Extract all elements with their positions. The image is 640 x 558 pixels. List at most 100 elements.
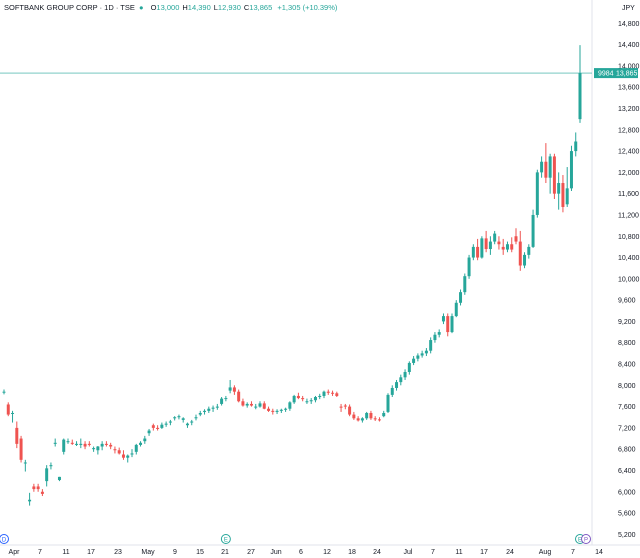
candle — [49, 462, 53, 470]
candle-body — [382, 412, 386, 417]
candle-body — [450, 316, 454, 333]
candle — [190, 419, 194, 426]
candle — [126, 454, 130, 463]
candle — [326, 389, 330, 395]
candle — [527, 244, 531, 259]
candle — [75, 441, 79, 446]
candle — [484, 230, 488, 253]
candle — [96, 445, 100, 455]
candle-body — [412, 358, 416, 363]
candle — [288, 401, 292, 411]
candle-body — [241, 401, 245, 406]
candle-body — [134, 444, 138, 452]
open-value: 13,000 — [156, 3, 180, 12]
y-tick-label: 6,800 — [618, 447, 636, 454]
candle-body — [40, 491, 44, 494]
y-tick-label: 14,000 — [618, 63, 640, 70]
x-tick-label: 6 — [299, 549, 303, 556]
x-tick-label: 15 — [196, 549, 204, 556]
candle-body — [484, 238, 488, 250]
candle — [292, 394, 296, 404]
candle — [6, 402, 10, 417]
candle-body — [117, 450, 121, 454]
candle-body — [45, 468, 49, 482]
x-tick-label: 7 — [571, 549, 575, 556]
y-tick-label: 8,400 — [618, 362, 636, 369]
candle — [156, 425, 160, 431]
time-axis[interactable]: Apr 7 11 17 23 May 9 15 21 27 Jun 6 12 18 24 Jul 7 11 17 24… — [9, 549, 603, 556]
candle-body — [100, 443, 104, 447]
candle-body — [104, 443, 108, 445]
candle-body — [190, 421, 194, 423]
candle-body — [83, 443, 87, 447]
candle — [377, 417, 381, 422]
candle — [151, 423, 155, 431]
candle-body — [365, 412, 369, 419]
change-value: +1,305 (+10.39%) — [277, 3, 338, 12]
price-axis[interactable]: 5,200 5,600 6,000 6,400 6,800 7,200 7,600 8,000… — [618, 21, 640, 539]
close-label: C — [243, 3, 250, 12]
candle — [173, 416, 177, 421]
candle-body — [463, 276, 467, 293]
y-tick-label: 12,000 — [618, 170, 640, 177]
y-tick-label: 14,800 — [618, 21, 640, 28]
candle-body — [403, 371, 407, 378]
candle — [2, 389, 6, 395]
candle-body — [203, 410, 207, 412]
candle-body — [284, 408, 288, 410]
candle — [348, 404, 352, 417]
candle-body — [249, 403, 253, 406]
candle-body — [19, 438, 23, 460]
marker-letter: E — [578, 538, 582, 544]
x-tick-label: 21 — [221, 549, 229, 556]
candle — [241, 398, 245, 407]
dividend-marker-icon[interactable]: D — [0, 534, 9, 544]
candle — [100, 441, 104, 451]
candle — [70, 439, 74, 445]
candle-body — [471, 246, 475, 258]
y-tick-label: 10,000 — [618, 276, 640, 283]
candle — [544, 143, 548, 184]
marker-circle — [220, 534, 231, 544]
earnings-marker-icon[interactable]: E — [220, 534, 231, 544]
y-tick-label: 5,600 — [618, 511, 636, 518]
candle-body — [565, 188, 569, 205]
price-tag-value: 13,865 — [616, 71, 638, 78]
candle-body — [429, 340, 433, 351]
candle — [232, 385, 236, 395]
x-tick-label: 27 — [247, 549, 255, 556]
candle-body — [561, 183, 565, 207]
candle — [36, 483, 40, 492]
candle-body — [224, 398, 228, 400]
candle — [267, 406, 271, 412]
candle-body — [360, 418, 364, 421]
price-tag: 9984 13,865 — [594, 68, 638, 79]
candle-body — [156, 427, 160, 429]
candle-body — [28, 499, 32, 502]
candle-body — [348, 406, 352, 415]
candle-body — [258, 403, 262, 407]
candle-body — [79, 443, 83, 445]
candle-body — [318, 395, 322, 398]
candle-body — [501, 246, 505, 250]
candle-body — [168, 421, 172, 423]
candle-body — [552, 156, 556, 194]
candle-body — [301, 398, 305, 400]
candle — [203, 409, 207, 415]
candle — [45, 465, 49, 487]
candle — [365, 411, 369, 420]
candle — [113, 446, 117, 454]
candle-body — [454, 302, 458, 317]
split-marker-icon[interactable]: P — [581, 534, 591, 544]
candle-body — [305, 401, 309, 403]
candle-body — [198, 412, 202, 415]
candle — [215, 403, 219, 410]
candle-body — [32, 486, 36, 490]
candle-body — [480, 238, 484, 258]
candle — [454, 300, 458, 318]
candle-body — [185, 423, 189, 426]
candle-body — [352, 414, 356, 419]
candle — [514, 228, 518, 245]
